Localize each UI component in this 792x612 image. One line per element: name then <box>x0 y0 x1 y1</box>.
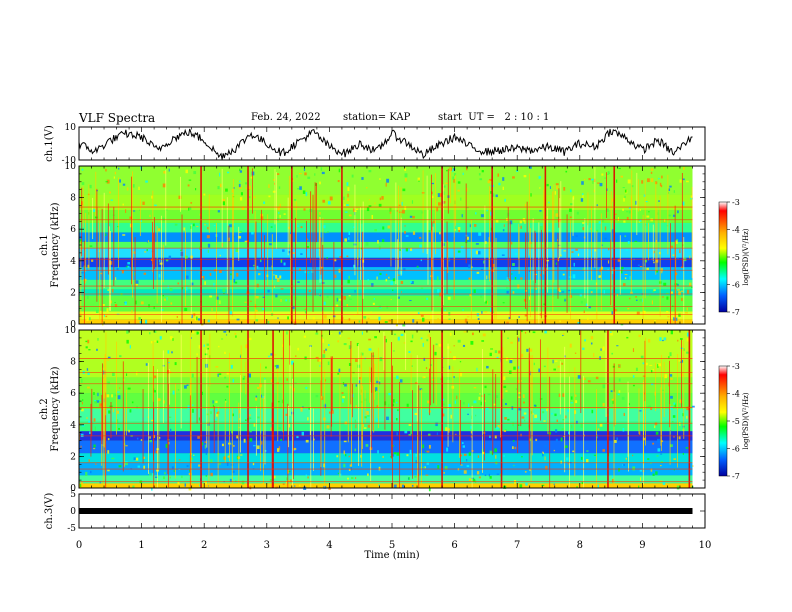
ch1-waveform-line <box>78 128 693 160</box>
x-tick-label: 3 <box>264 540 270 551</box>
x-tick-label: 9 <box>639 540 645 551</box>
colorbar-title: log(PSD)(V²/Hz) <box>742 392 750 449</box>
y-axis-title: ch.3(V) <box>44 493 55 530</box>
y-tick-label: 2 <box>70 452 76 462</box>
colorbar-tick-label: -3 <box>732 198 740 207</box>
colorbar-tick-label: -6 <box>732 445 740 454</box>
y-axis-title: Frequency (kHz) <box>50 202 61 287</box>
y-tick-label: 0 <box>70 507 76 517</box>
ch2-spectrogram <box>79 330 695 492</box>
y-tick-label: 6 <box>70 389 76 399</box>
colorbar-tick-label: -5 <box>732 253 740 262</box>
x-tick-label: 2 <box>201 540 207 551</box>
colorbar <box>718 365 728 477</box>
x-tick-label: 5 <box>389 540 395 551</box>
colorbar-tick-label: -3 <box>732 362 740 371</box>
colorbar-tick-label: -7 <box>732 308 740 317</box>
y-tick-label: -10 <box>62 156 77 166</box>
figure-title: VLF Spectra <box>79 111 156 125</box>
y-tick-label: 8 <box>70 358 76 368</box>
x-tick-label: 4 <box>326 540 332 551</box>
y-axis-title: ch.1 <box>39 234 50 256</box>
y-tick-label: 10 <box>65 123 77 133</box>
y-tick-label: 4 <box>70 257 76 267</box>
colorbar-tick-label: -6 <box>732 281 740 290</box>
y-tick-label: -5 <box>67 524 76 534</box>
y-axis-title: ch.2 <box>39 398 50 420</box>
x-tick-label: 8 <box>577 540 583 551</box>
colorbar <box>718 201 728 313</box>
colorbar-tick-label: -4 <box>732 226 740 235</box>
x-tick-label: 6 <box>451 540 457 551</box>
y-tick-label: 2 <box>70 288 76 298</box>
colorbar-title: log(PSD)(V²/Hz) <box>742 228 750 285</box>
y-tick-label: 0 <box>70 484 76 494</box>
x-tick-label: 10 <box>699 540 712 551</box>
y-axis-title: Frequency (kHz) <box>50 366 61 451</box>
ch1-spectrogram <box>79 166 693 327</box>
x-axis-title: Time (min) <box>364 550 419 561</box>
colorbar-tick-label: -5 <box>732 417 740 426</box>
date-label: Feb. 24, 2022 <box>251 112 321 123</box>
y-axis-title: ch.1(V) <box>44 125 55 162</box>
colorbar-tick-label: -7 <box>732 472 740 481</box>
y-tick-label: 8 <box>70 194 76 204</box>
x-tick-label: 7 <box>514 540 520 551</box>
y-tick-label: 5 <box>70 490 76 500</box>
y-tick-label: 10 <box>65 326 77 336</box>
x-tick-label: 0 <box>76 540 82 551</box>
x-tick-label: 1 <box>138 540 144 551</box>
start-time-label: start UT = 2 : 10 : 1 <box>438 112 550 123</box>
y-tick-label: 0 <box>70 320 76 330</box>
y-tick-label: 6 <box>70 225 76 235</box>
y-tick-label: 4 <box>70 421 76 431</box>
colorbar-tick-label: -4 <box>732 390 740 399</box>
y-tick-label: 10 <box>65 162 77 172</box>
station-label: station= KAP <box>343 112 411 123</box>
